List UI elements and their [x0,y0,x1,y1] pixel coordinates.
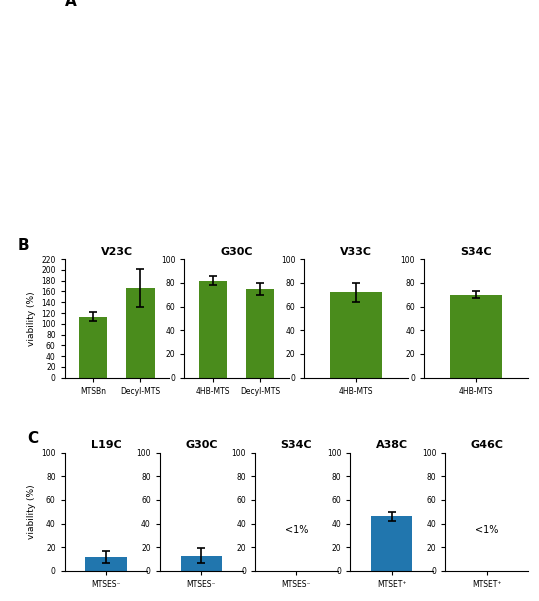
Bar [126,288,155,377]
Title: G46C: G46C [471,441,503,450]
Bar [371,516,412,571]
Y-axis label: viability (%): viability (%) [26,484,36,539]
Text: A: A [65,0,77,8]
Text: <1%: <1% [475,525,499,534]
Bar [330,292,382,377]
Title: G30C: G30C [220,247,253,257]
Y-axis label: viability (%): viability (%) [26,291,36,346]
Bar [450,294,502,377]
Title: S34C: S34C [460,247,492,257]
Title: V23C: V23C [101,247,133,257]
Title: G30C: G30C [185,441,218,450]
Bar [85,557,127,571]
Bar [79,317,107,377]
Title: V33C: V33C [340,247,372,257]
Title: S34C: S34C [281,441,312,450]
Bar [181,555,222,571]
Title: L19C: L19C [91,441,121,450]
Bar [246,289,274,377]
Text: B: B [18,238,30,253]
Bar [199,281,227,377]
Text: <1%: <1% [285,525,308,534]
Title: A38C: A38C [376,441,407,450]
Text: C: C [27,432,39,447]
